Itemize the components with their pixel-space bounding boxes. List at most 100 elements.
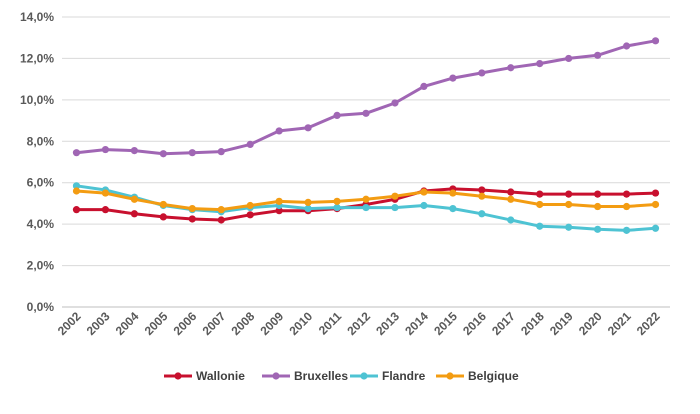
data-point-belgique <box>159 200 167 209</box>
data-point-belgique <box>304 198 312 206</box>
data-point-bruxelles <box>101 145 110 154</box>
y-tick-label: 12,0% <box>20 51 54 65</box>
data-point-wallonie <box>188 215 196 223</box>
x-tick-label: 2014 <box>402 309 431 338</box>
legend-label: Belgique <box>468 369 519 383</box>
x-tick-label: 2013 <box>373 309 402 338</box>
legend-item-wallonie: Wallonie <box>164 369 245 383</box>
x-tick-label: 2007 <box>200 309 229 338</box>
data-point-bruxelles <box>72 149 81 157</box>
series-lines <box>72 37 660 234</box>
data-point-belgique <box>478 192 486 200</box>
x-tick-label: 2011 <box>316 309 345 338</box>
data-point-bruxelles <box>159 150 167 158</box>
data-point-flandre <box>478 210 486 218</box>
data-point-belgique <box>651 200 660 209</box>
data-point-wallonie <box>275 207 283 215</box>
gridlines <box>62 16 670 308</box>
data-point-bruxelles <box>246 140 254 148</box>
data-point-belgique <box>420 188 428 196</box>
data-point-bruxelles <box>622 42 631 50</box>
data-point-wallonie <box>507 188 515 196</box>
data-point-belgique <box>72 187 81 195</box>
data-point-belgique <box>362 195 370 203</box>
data-point-flandre <box>536 222 544 230</box>
data-point-bruxelles <box>449 74 457 82</box>
data-point-flandre <box>72 182 81 190</box>
legend-marker <box>174 372 182 380</box>
data-point-belgique <box>594 202 602 211</box>
series-bruxelles <box>72 37 660 158</box>
legend-marker <box>446 372 454 380</box>
data-point-wallonie <box>565 190 573 198</box>
data-point-belgique <box>275 197 283 205</box>
x-tick-label: 2010 <box>286 309 315 338</box>
data-point-bruxelles <box>651 37 660 45</box>
y-tick-label: 2,0% <box>27 259 55 273</box>
data-point-wallonie <box>72 206 81 214</box>
series-flandre <box>72 182 660 234</box>
data-point-bruxelles <box>478 69 486 77</box>
data-point-bruxelles <box>594 51 602 59</box>
legend-item-belgique: Belgique <box>436 369 519 383</box>
data-point-flandre <box>651 224 660 232</box>
data-point-flandre <box>362 203 370 212</box>
data-point-flandre <box>333 203 341 212</box>
data-point-belgique <box>101 189 110 197</box>
data-point-belgique <box>217 206 225 214</box>
y-tick-label: 14,0% <box>20 10 54 24</box>
data-point-belgique <box>188 205 196 213</box>
data-point-bruxelles <box>565 54 573 63</box>
data-point-belgique <box>449 189 457 197</box>
x-tick-label: 2006 <box>171 309 200 338</box>
data-point-flandre <box>391 203 399 212</box>
data-point-flandre <box>507 216 515 224</box>
data-point-flandre <box>565 223 573 231</box>
data-point-bruxelles <box>130 147 138 155</box>
data-point-bruxelles <box>420 82 428 90</box>
x-tick-label: 2009 <box>257 309 286 338</box>
data-point-wallonie <box>130 210 138 218</box>
data-point-belgique <box>536 200 544 209</box>
x-tick-label: 2016 <box>460 309 489 338</box>
x-axis: 2002 2003 2004 2005 2006 2007 2008 2009 2010 2011… <box>55 309 663 338</box>
data-point-bruxelles <box>362 109 370 117</box>
y-tick-label: 8,0% <box>27 134 55 148</box>
data-point-bruxelles <box>507 64 515 72</box>
legend-label: Flandre <box>382 369 426 383</box>
y-axis: 0,0% 2,0% 4,0% 6,0% 8,0% 10,0% 12,0% 14,0% <box>20 10 54 314</box>
data-point-wallonie <box>217 216 225 224</box>
data-point-bruxelles <box>536 60 544 68</box>
data-point-flandre <box>622 226 631 234</box>
y-tick-label: 6,0% <box>27 176 55 190</box>
data-point-belgique <box>130 195 138 203</box>
y-tick-label: 4,0% <box>27 217 55 231</box>
x-tick-label: 2021 <box>605 309 634 338</box>
data-point-wallonie <box>478 186 486 194</box>
x-tick-label: 2018 <box>518 309 547 338</box>
data-point-bruxelles <box>304 124 312 132</box>
x-tick-label: 2004 <box>113 309 142 338</box>
data-point-bruxelles <box>188 149 196 157</box>
legend-marker <box>272 372 280 380</box>
data-point-flandre <box>304 205 312 213</box>
data-point-bruxelles <box>275 127 283 135</box>
x-tick-label: 2008 <box>229 309 258 338</box>
data-point-belgique <box>622 202 631 211</box>
data-point-belgique <box>333 197 341 205</box>
data-point-wallonie <box>246 211 254 219</box>
data-point-bruxelles <box>333 111 341 119</box>
data-point-wallonie <box>594 190 602 198</box>
data-point-wallonie <box>101 206 110 214</box>
data-point-flandre <box>449 205 457 213</box>
legend-label: Wallonie <box>196 369 245 383</box>
legend-item-bruxelles: Bruxelles <box>262 369 348 383</box>
data-point-belgique <box>246 201 254 210</box>
legend-item-flandre: Flandre <box>350 369 426 383</box>
legend: Wallonie Bruxelles Flandre Belgique <box>164 369 519 383</box>
x-tick-label: 2015 <box>431 309 460 338</box>
data-point-wallonie <box>622 190 631 198</box>
y-tick-label: 0,0% <box>27 300 55 314</box>
data-point-wallonie <box>536 190 544 198</box>
